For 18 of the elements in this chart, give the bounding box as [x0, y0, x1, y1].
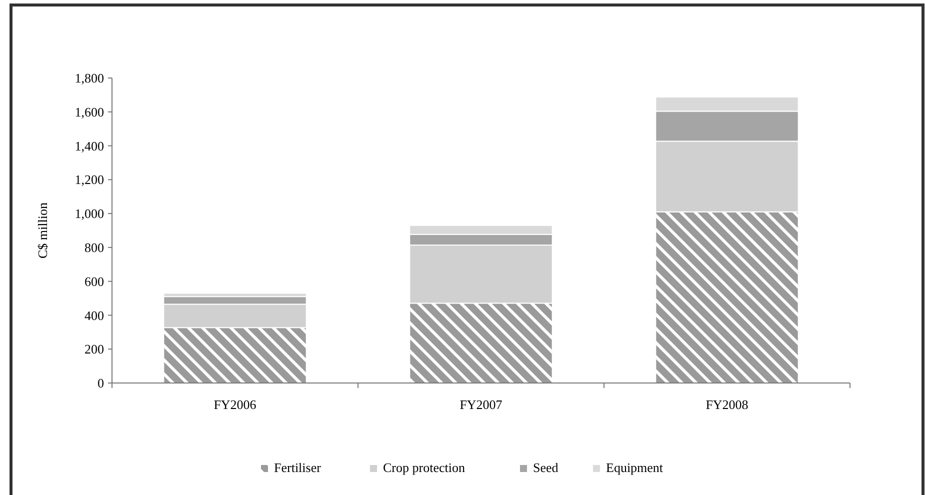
legend-label: Seed: [533, 460, 559, 475]
legend-label: Crop protection: [383, 460, 466, 475]
x-tick-label: FY2008: [706, 397, 748, 412]
y-tick-label: 600: [84, 274, 104, 289]
y-axis-title: C$ million: [35, 202, 50, 258]
legend-label: Fertiliser: [274, 460, 322, 475]
legend-label: Equipment: [606, 460, 664, 475]
y-tick-label: 1,400: [74, 138, 104, 154]
x-tick-label: FY2006: [214, 397, 257, 412]
y-tick-label: 0: [98, 376, 104, 391]
y-tick-label: 1,200: [74, 172, 104, 188]
y-tick-label: 1,000: [74, 206, 104, 222]
y-tick-label: 200: [84, 342, 104, 357]
y-tick-label: 800: [84, 240, 104, 255]
y-tick-label: 1,800: [74, 70, 104, 86]
x-tick-label: FY2007: [460, 397, 503, 412]
y-tick-label: 400: [84, 308, 104, 323]
y-tick-label: 1,600: [74, 104, 104, 120]
